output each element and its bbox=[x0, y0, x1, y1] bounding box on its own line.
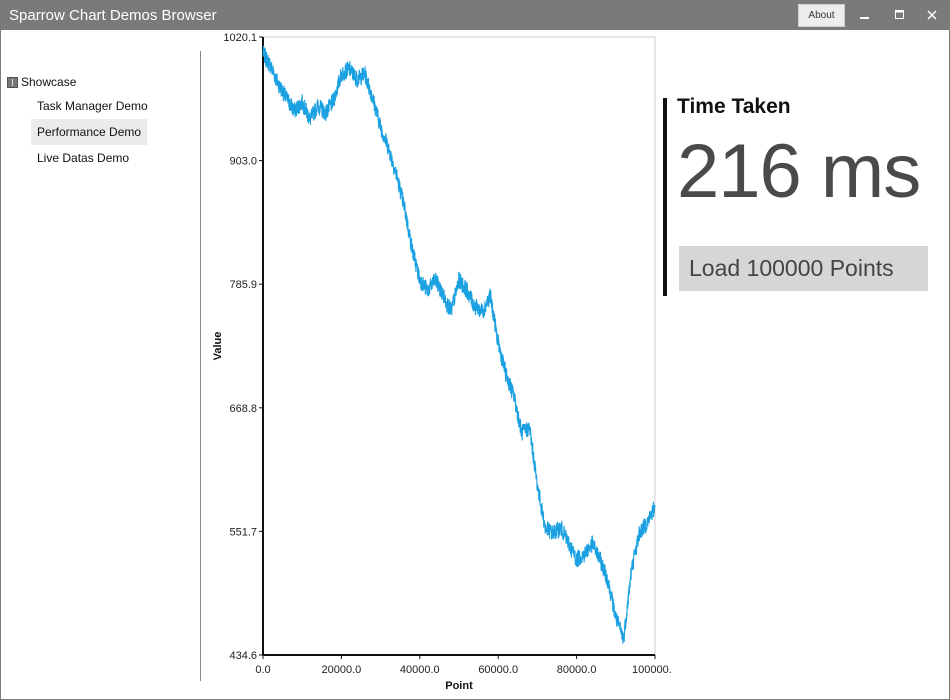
y-tick-label: 903.0 bbox=[229, 156, 257, 168]
y-tick-label: 785.9 bbox=[229, 279, 257, 291]
sidebar-divider bbox=[200, 51, 201, 681]
close-icon bbox=[927, 10, 937, 20]
accent-bar bbox=[663, 98, 667, 296]
series-line bbox=[262, 45, 656, 644]
y-tick-label: 668.8 bbox=[229, 403, 257, 415]
window-title: Sparrow Chart Demos Browser bbox=[9, 7, 217, 24]
tree-root-showcase[interactable]: Showcase bbox=[7, 74, 76, 90]
tree-root-label: Showcase bbox=[21, 75, 77, 89]
chart-svg: 1020.1 903.0 785.9 668.8 551.7 434.6 0.0 20000.… bbox=[212, 32, 671, 692]
minimize-icon bbox=[860, 17, 869, 19]
about-button[interactable]: About bbox=[798, 4, 845, 27]
x-tick-label: 80000.0 bbox=[557, 664, 597, 676]
maximize-icon bbox=[895, 10, 904, 19]
x-tick-label: 0.0 bbox=[255, 664, 270, 676]
y-tick-label: 1020.1 bbox=[223, 32, 257, 44]
y-tick-label: 551.7 bbox=[229, 526, 257, 538]
x-tick-label: 40000.0 bbox=[400, 664, 440, 676]
sidebar-item-live-datas-demo[interactable]: Live Datas Demo bbox=[37, 151, 130, 165]
sidebar: Showcase Task Manager Demo Performance D… bbox=[1, 31, 201, 683]
x-tick-label: 100000.0 bbox=[632, 664, 671, 676]
plot-area bbox=[262, 36, 656, 656]
sidebar-item-performance-demo[interactable]: Performance Demo bbox=[31, 119, 148, 145]
x-tick-label: 20000.0 bbox=[322, 664, 362, 676]
x-tick-label: 60000.0 bbox=[478, 664, 518, 676]
y-axis-title: Value bbox=[212, 332, 224, 361]
performance-chart: 1020.1 903.0 785.9 668.8 551.7 434.6 0.0 20000.… bbox=[201, 31, 671, 696]
expander-icon[interactable] bbox=[7, 76, 18, 88]
y-tick-label: 434.6 bbox=[229, 650, 257, 662]
close-button[interactable] bbox=[917, 5, 947, 26]
minimize-button[interactable] bbox=[850, 5, 880, 26]
sidebar-item-task-manager-demo[interactable]: Task Manager Demo bbox=[37, 99, 148, 113]
x-axis-title: Point bbox=[445, 680, 473, 692]
time-taken-value: 216 ms bbox=[677, 129, 921, 214]
timer-panel: Time Taken 216 ms Load 100000 Points bbox=[663, 95, 933, 298]
time-taken-label: Time Taken bbox=[677, 95, 791, 118]
load-points-button[interactable]: Load 100000 Points bbox=[679, 246, 928, 291]
maximize-button[interactable] bbox=[885, 5, 915, 26]
title-bar: Sparrow Chart Demos Browser About bbox=[1, 1, 949, 30]
